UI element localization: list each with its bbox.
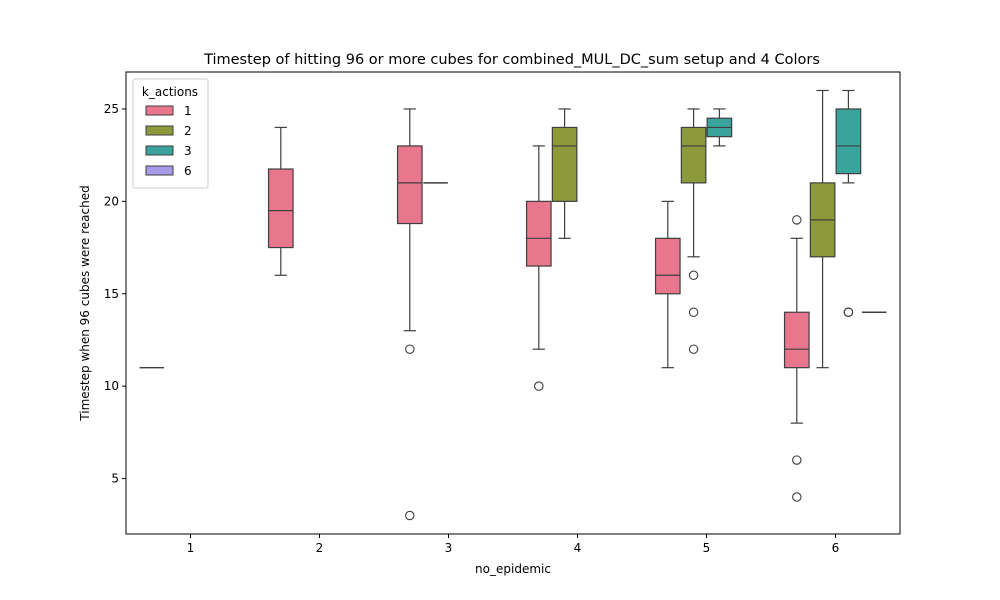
outlier-point xyxy=(688,307,699,317)
outlier-point xyxy=(688,344,699,354)
plot-frame xyxy=(125,71,901,535)
outlier-point xyxy=(405,344,415,354)
y-tick-label: 10 xyxy=(104,379,119,393)
legend-label: 6 xyxy=(184,164,192,178)
x-tick-label: 3 xyxy=(445,541,453,555)
legend-label: 1 xyxy=(184,104,192,118)
box-group xyxy=(809,89,836,369)
outlier-point xyxy=(534,381,544,391)
outlier-point xyxy=(843,307,854,317)
outlier-point xyxy=(792,215,802,225)
box xyxy=(654,237,681,295)
box-group xyxy=(525,145,552,391)
y-tick-label: 20 xyxy=(104,194,119,208)
box-group xyxy=(551,108,578,239)
x-axis-label: no_epidemic xyxy=(475,562,551,576)
outlier-point xyxy=(688,270,699,281)
legend-swatch xyxy=(145,125,174,136)
y-tick-label: 25 xyxy=(104,102,119,116)
legend-title: k_actions xyxy=(142,85,198,99)
box xyxy=(525,200,552,267)
box-group xyxy=(396,108,423,521)
x-tick-label: 2 xyxy=(316,541,324,555)
outlier-point xyxy=(792,492,802,502)
box xyxy=(835,108,862,175)
legend-label: 2 xyxy=(184,124,192,138)
legend-label: 3 xyxy=(184,144,192,158)
y-axis: 5 10 15 20 25 xyxy=(104,102,126,486)
box xyxy=(267,168,294,249)
legend-swatch xyxy=(145,105,174,116)
box xyxy=(680,126,707,184)
box xyxy=(783,311,810,369)
box-group xyxy=(783,215,810,502)
x-tick-label: 5 xyxy=(703,541,711,555)
y-axis-label: Timestep when 96 cubes were reached xyxy=(78,185,92,421)
y-tick-label: 5 xyxy=(111,472,119,486)
outlier-point xyxy=(405,510,415,521)
legend-swatch xyxy=(145,145,174,156)
legend-swatch xyxy=(145,165,174,176)
legend: k_actions 1 2 3 6 xyxy=(132,78,209,189)
x-axis: 1 2 3 4 5 6 xyxy=(187,534,840,555)
box xyxy=(396,145,423,225)
outlier-point xyxy=(792,455,802,465)
box-group xyxy=(680,108,707,354)
y-tick-label: 15 xyxy=(104,287,119,301)
x-tick-label: 4 xyxy=(574,541,582,555)
chart-title: Timestep of hitting 96 or more cubes for… xyxy=(203,52,820,68)
box xyxy=(551,126,578,202)
box-group xyxy=(267,126,294,276)
x-tick-label: 1 xyxy=(187,541,195,555)
box-group xyxy=(835,89,862,317)
plot-area xyxy=(139,89,887,521)
x-tick-label: 6 xyxy=(832,541,840,555)
box-group xyxy=(654,200,681,369)
box-group xyxy=(706,108,733,147)
